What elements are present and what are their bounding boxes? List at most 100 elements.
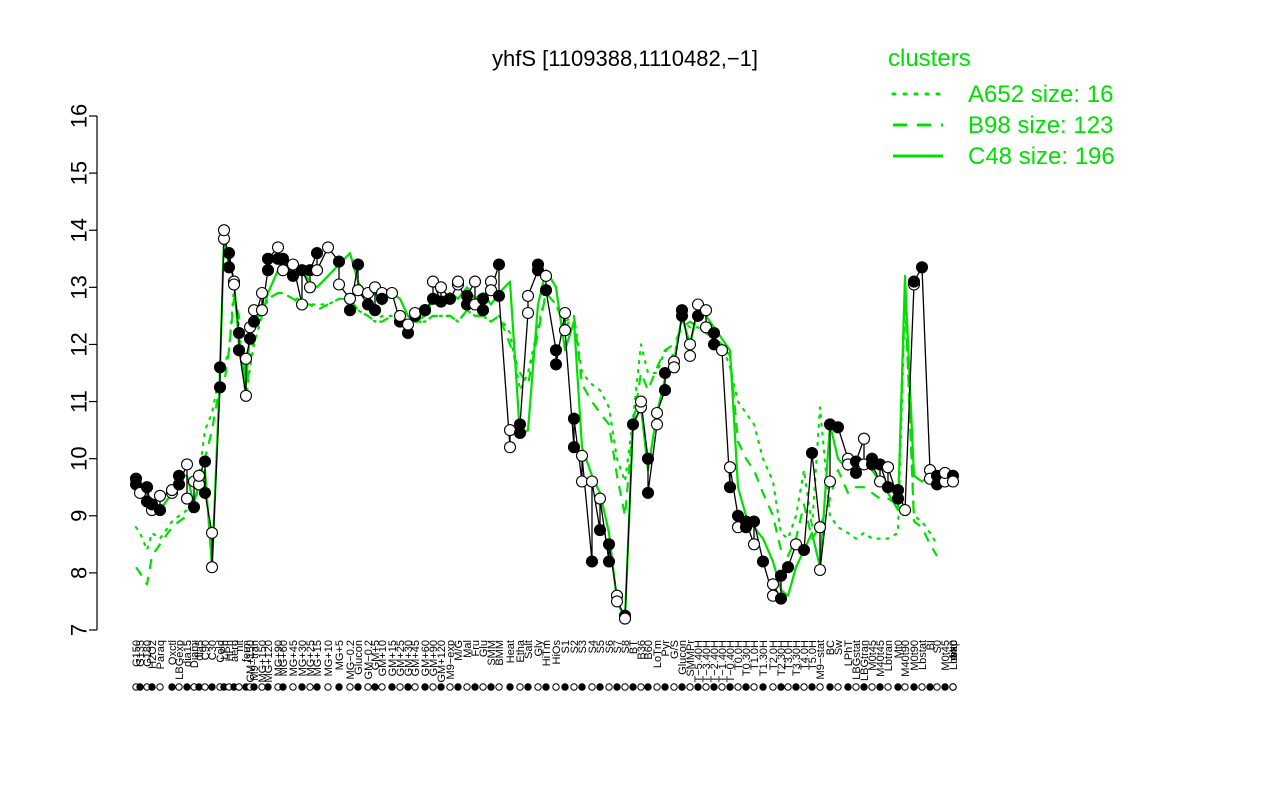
x-tick-label: BI	[925, 640, 937, 650]
data-point	[641, 486, 655, 499]
x-tick-label: G/S	[669, 640, 681, 659]
data-point	[707, 338, 721, 351]
x-rug-point	[235, 683, 243, 691]
x-tick-label: Heat	[505, 640, 517, 663]
data-point	[460, 289, 474, 302]
x-tick-label: LBGexp	[174, 640, 186, 680]
x-tick-label: Salt	[523, 640, 535, 659]
data-point	[650, 418, 664, 431]
x-rug-point	[148, 683, 156, 691]
x-tick-label: S4	[587, 640, 599, 653]
y-tick-label: 7	[67, 624, 92, 636]
y-tick-label: 16	[67, 104, 92, 128]
data-point	[385, 286, 399, 300]
legend-label-b98: B98 size: 123	[968, 112, 1113, 139]
x-rug-point	[306, 683, 314, 691]
x-tick-label: S5	[595, 640, 607, 653]
data-point	[217, 224, 231, 237]
data-point	[255, 286, 269, 300]
data-point	[823, 475, 837, 488]
x-rug-point	[534, 683, 542, 691]
x-rug-point	[516, 683, 524, 691]
data-point	[492, 289, 506, 302]
series-line-dashed	[135, 291, 938, 586]
data-point	[310, 264, 324, 277]
data-point	[332, 278, 346, 291]
data-point	[747, 515, 761, 528]
data-point	[213, 361, 227, 374]
x-rug-point	[678, 683, 686, 691]
x-rug-point	[561, 683, 569, 691]
data-point	[295, 298, 309, 311]
x-rug-point	[463, 683, 471, 691]
data-point	[618, 612, 632, 625]
x-tick-label: S2	[569, 640, 581, 653]
x-rug-point	[183, 683, 191, 691]
data-point	[683, 349, 697, 362]
data-point	[286, 258, 300, 271]
x-tick-label: C90	[200, 640, 212, 660]
data-point	[153, 504, 167, 517]
data-point	[539, 269, 553, 282]
data-point	[180, 492, 194, 505]
x-rug-point	[596, 683, 604, 691]
x-rug-point	[542, 683, 550, 691]
y-tick-label: 13	[67, 275, 92, 299]
x-rug-point	[860, 683, 868, 691]
x-tick-label: T−0.40H	[725, 640, 737, 683]
x-tick-label: GM+150	[245, 640, 257, 683]
data-point	[343, 292, 357, 305]
x-tick-label: T1.30H	[758, 640, 770, 676]
data-point	[243, 332, 257, 345]
x-rug-point	[313, 683, 321, 691]
x-rug-point	[156, 683, 164, 691]
data-point	[881, 461, 895, 474]
data-point	[261, 252, 275, 265]
x-rug-point	[411, 683, 419, 691]
data-point	[585, 555, 599, 568]
data-point	[255, 304, 269, 317]
data-point	[549, 358, 563, 371]
data-point	[351, 284, 365, 297]
x-rug-point	[346, 683, 354, 691]
data-point	[521, 289, 535, 302]
data-point	[898, 504, 912, 517]
x-tick-label: T4.0H	[799, 640, 811, 670]
x-rug-point	[479, 683, 487, 691]
data-point	[610, 595, 624, 608]
data-point	[766, 578, 780, 591]
x-tick-label: Cold	[215, 640, 227, 663]
y-tick-label: 9	[67, 510, 92, 522]
data-point	[172, 478, 186, 491]
data-point	[567, 441, 581, 454]
data-point	[521, 306, 535, 320]
x-rug-point	[429, 683, 437, 691]
legend-label-a652: A652 size: 16	[968, 81, 1113, 108]
data-point	[891, 484, 905, 497]
data-point	[585, 475, 599, 488]
x-tick-label: GM+5	[370, 640, 382, 670]
x-rug-point	[941, 683, 949, 691]
x-tick-label: S3	[577, 640, 589, 653]
x-rug-point	[454, 683, 462, 691]
x-tick-label: T0.30H	[741, 640, 753, 676]
x-rug-point	[354, 683, 362, 691]
x-rug-point	[264, 683, 272, 691]
x-tick-label: nit	[234, 640, 246, 652]
x-tick-label: G180	[142, 640, 154, 667]
x-tick-label: GM+90	[428, 640, 440, 676]
data-points	[129, 224, 960, 625]
data-point	[408, 306, 422, 320]
y-tick-label: 14	[67, 218, 92, 242]
data-point	[232, 344, 246, 357]
data-point	[153, 489, 167, 502]
x-tick-label: M9−exp	[445, 640, 457, 679]
data-point	[857, 432, 871, 445]
x-tick-label: M9−tran	[249, 640, 261, 681]
x-rug-point	[702, 683, 710, 691]
x-tick-label: GM+10	[377, 640, 389, 676]
x-tick-label: Sw	[833, 640, 845, 655]
data-point	[699, 304, 713, 317]
x-rug-point	[552, 683, 560, 691]
data-point	[797, 543, 811, 557]
